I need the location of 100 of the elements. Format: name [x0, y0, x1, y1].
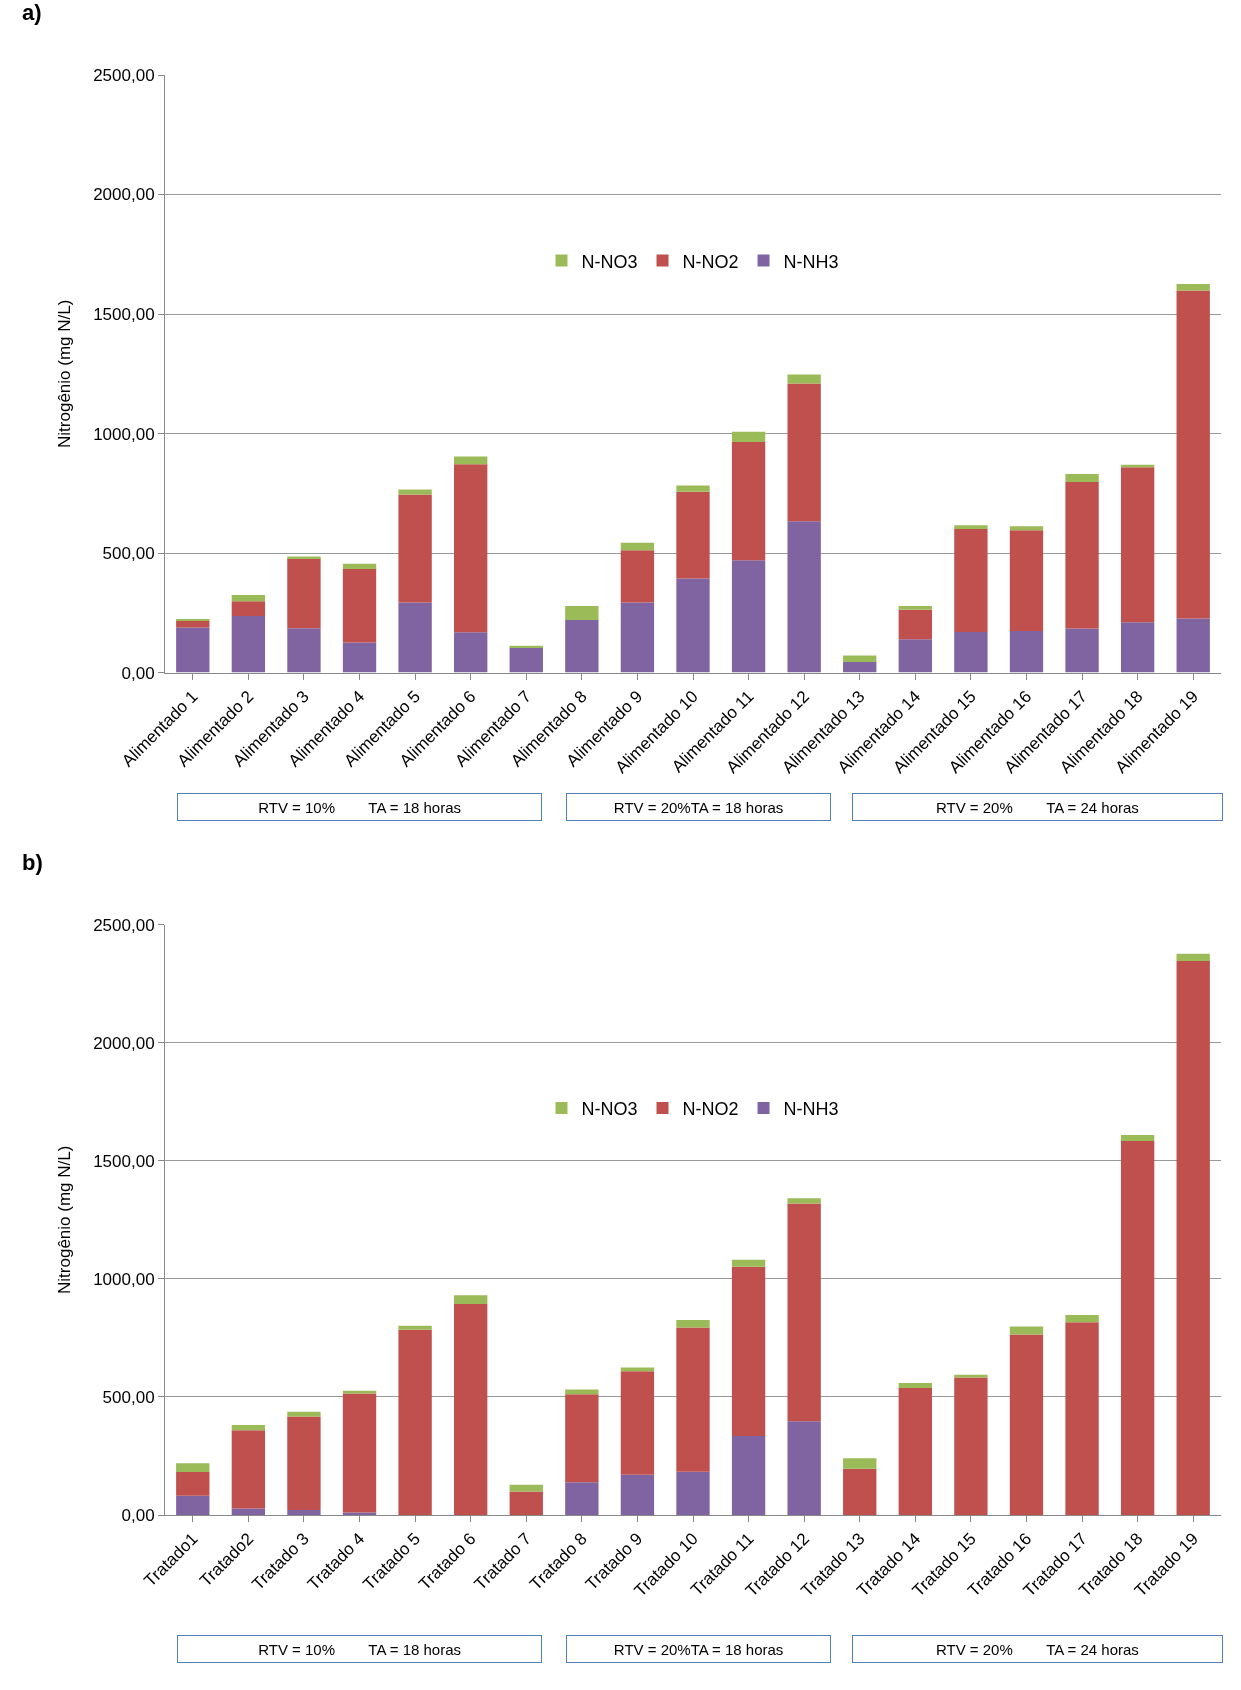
bar	[1065, 1322, 1099, 1515]
bar	[1009, 631, 1044, 673]
bar	[342, 563, 377, 570]
y-tick-label: 1500,00	[93, 1151, 155, 1171]
bar	[342, 569, 377, 643]
bar	[398, 1325, 432, 1330]
bar	[1176, 618, 1210, 673]
y-axis-title: Nitrogênio (mg N/L)	[54, 1145, 74, 1294]
bar	[287, 1411, 321, 1417]
y-tick-label: 500,00	[102, 1387, 155, 1407]
y-tick-label: 0,00	[121, 1505, 155, 1525]
bar	[454, 632, 488, 673]
bar	[231, 594, 266, 602]
bar	[1120, 622, 1155, 673]
bar	[898, 1387, 932, 1515]
bar	[565, 1482, 599, 1515]
bar	[1176, 953, 1210, 961]
bar	[565, 605, 599, 621]
bar	[787, 521, 821, 673]
bar	[676, 1327, 710, 1472]
bar	[620, 1367, 655, 1372]
text: RTV = 20% TA = 24 horas	[935, 798, 1139, 816]
y-tick-label: 0,00	[121, 663, 155, 683]
bar	[1065, 628, 1099, 673]
text: RTV = 20%TA = 18 horas	[613, 798, 784, 816]
bar	[898, 1382, 932, 1388]
bar	[1065, 482, 1099, 629]
bar	[287, 556, 321, 559]
bar	[843, 1468, 877, 1515]
bar	[954, 525, 988, 529]
bar	[1120, 1140, 1155, 1515]
legend-label: N-NO3	[581, 251, 638, 272]
bar	[787, 1203, 821, 1422]
bar	[731, 1259, 766, 1267]
bar	[1176, 283, 1210, 291]
bar	[731, 431, 766, 442]
bar	[565, 1394, 599, 1483]
bar	[731, 441, 766, 561]
bar	[1176, 960, 1210, 1515]
bar	[1176, 290, 1210, 619]
bar	[787, 1198, 821, 1204]
bar	[231, 601, 266, 616]
bar	[1009, 526, 1044, 531]
bar	[398, 602, 432, 673]
bar	[620, 1474, 655, 1515]
bar	[231, 615, 266, 673]
bar	[676, 1319, 710, 1328]
bar	[454, 1295, 488, 1305]
bar	[231, 1508, 266, 1515]
bar	[843, 662, 877, 673]
bar	[731, 560, 766, 673]
text: RTV = 20%TA = 18 horas	[613, 1640, 784, 1658]
bar	[731, 1435, 766, 1515]
legend-label: N-NH3	[783, 251, 839, 272]
legend-label: N-NO2	[682, 1099, 739, 1120]
bar	[342, 1512, 377, 1515]
bar	[1065, 473, 1099, 483]
bar	[454, 456, 488, 465]
bar	[898, 609, 932, 640]
bar	[565, 620, 599, 673]
bar	[1009, 530, 1044, 632]
bar	[787, 383, 821, 522]
bar	[843, 1458, 877, 1469]
bar	[398, 1329, 432, 1515]
y-tick-label: 2000,00	[93, 185, 155, 205]
bar	[898, 605, 932, 610]
legend-label: N-NH3	[783, 1099, 839, 1120]
bar	[287, 628, 321, 673]
y-axis-title: Nitrogênio (mg N/L)	[54, 299, 74, 448]
bar	[676, 485, 710, 492]
bar	[676, 491, 710, 579]
bar	[176, 1495, 210, 1515]
bar	[954, 1377, 988, 1515]
bar	[620, 542, 655, 551]
bar	[287, 1510, 321, 1515]
bar	[509, 1484, 543, 1492]
bar	[398, 494, 432, 603]
bar	[398, 489, 432, 495]
chart-title: b)	[22, 850, 43, 875]
y-tick-label: 500,00	[102, 544, 155, 564]
bar	[676, 1471, 710, 1515]
legend-label: N-NO3	[581, 1099, 638, 1120]
bar	[509, 645, 543, 648]
bar	[287, 1416, 321, 1511]
bar	[176, 1463, 210, 1473]
bar	[731, 1266, 766, 1436]
bar	[787, 374, 821, 384]
bar	[1120, 467, 1155, 623]
text: RTV = 10% TA = 18 horas	[258, 1640, 462, 1658]
legend-label: N-NO2	[682, 251, 739, 272]
bar	[509, 1491, 543, 1515]
bar	[176, 627, 210, 673]
text: RTV = 20% TA = 24 horas	[935, 1640, 1139, 1658]
bar	[1009, 1326, 1044, 1335]
y-tick-label: 1500,00	[93, 304, 155, 324]
chart-title: a)	[22, 0, 42, 25]
bar	[176, 1472, 210, 1496]
bar	[1065, 1314, 1099, 1323]
bar	[620, 602, 655, 673]
y-tick-label: 2000,00	[93, 1033, 155, 1053]
